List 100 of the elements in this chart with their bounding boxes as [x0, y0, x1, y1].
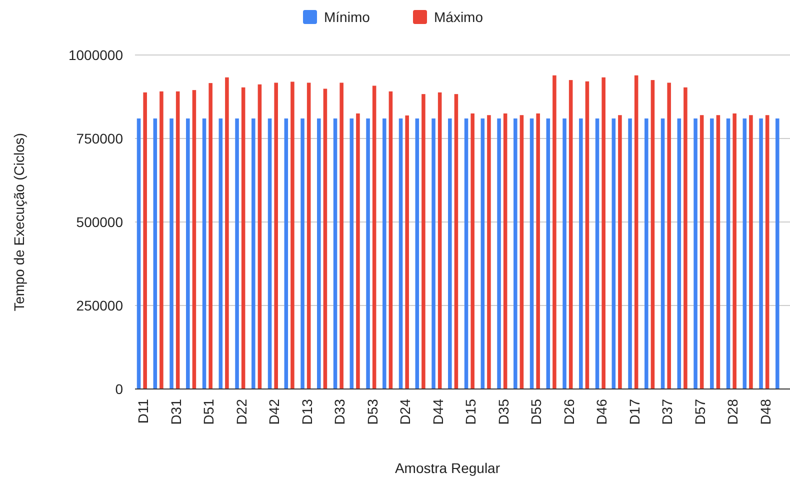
- y-tick-label: 250000: [76, 297, 124, 314]
- bar: [765, 115, 770, 389]
- y-tick-label: 750000: [76, 130, 124, 146]
- bar: [595, 118, 600, 389]
- x-tick-label: D42: [266, 398, 282, 425]
- bar: [333, 118, 338, 389]
- bar: [340, 82, 344, 389]
- x-tick-label: D11: [135, 398, 152, 424]
- bar: [398, 118, 403, 389]
- bar: [306, 82, 311, 389]
- bar: [514, 118, 518, 389]
- bar: [464, 118, 468, 389]
- x-tick-label: D31: [168, 398, 184, 425]
- y-tick-label: 500000: [76, 214, 124, 230]
- bar: [192, 90, 196, 389]
- bar: [694, 118, 698, 389]
- bar: [568, 80, 573, 389]
- bar: [776, 118, 780, 389]
- bar: [136, 118, 141, 389]
- bar: [536, 113, 540, 389]
- bar: [448, 118, 452, 389]
- bar: [241, 87, 246, 389]
- bar: [644, 118, 648, 389]
- x-tick-label: D51: [200, 398, 217, 425]
- bar: [503, 113, 508, 389]
- bar: [356, 113, 360, 389]
- bar: [487, 115, 491, 389]
- bar: [552, 75, 556, 389]
- bar: [667, 82, 671, 389]
- bar: [749, 115, 753, 389]
- bar: [726, 118, 730, 389]
- bar: [684, 87, 688, 389]
- x-tick-label: D17: [626, 398, 642, 425]
- bar: [258, 84, 262, 389]
- bar: [153, 118, 158, 389]
- bar: [612, 118, 616, 389]
- bar: [628, 118, 632, 389]
- bar: [650, 80, 655, 389]
- x-tick-label: D15: [462, 398, 479, 425]
- x-tick-label: D26: [560, 398, 577, 425]
- bar: [176, 91, 180, 389]
- bar: [317, 118, 321, 389]
- x-axis-title: Amostra Regular: [394, 460, 500, 476]
- legend-label: Mínimo: [324, 8, 370, 25]
- x-tick-label: D35: [495, 398, 512, 425]
- bar: [716, 115, 720, 389]
- x-tick-label: D33: [332, 398, 348, 425]
- bar: [438, 92, 442, 389]
- bar: [700, 115, 704, 389]
- bar: [170, 118, 174, 389]
- x-tick-label: D55: [528, 398, 544, 425]
- x-tick-label: D53: [364, 398, 380, 425]
- x-tick-label: D48: [757, 398, 774, 425]
- bar: [634, 75, 638, 389]
- bar: [732, 113, 736, 389]
- bar: [202, 118, 206, 389]
- bar: [520, 115, 524, 389]
- bar: [432, 118, 436, 389]
- bar: [710, 118, 714, 389]
- bar: [268, 118, 272, 389]
- bar: [186, 118, 190, 389]
- x-tick-label: D44: [430, 398, 446, 425]
- bar: [759, 118, 763, 389]
- bar: [470, 113, 474, 389]
- x-tick-label: D13: [298, 398, 315, 425]
- bar: [284, 118, 288, 389]
- bar: [372, 86, 376, 389]
- bar: [579, 118, 583, 389]
- bar: [274, 82, 278, 389]
- bar: [290, 82, 294, 389]
- bar: [218, 118, 223, 389]
- bar: [618, 115, 622, 389]
- bar: [382, 118, 386, 389]
- bar: [405, 115, 409, 389]
- bar: [225, 77, 229, 389]
- bar: [350, 118, 354, 389]
- x-tick-label: D37: [659, 398, 676, 425]
- bar: [366, 118, 370, 389]
- bar: [143, 92, 147, 389]
- bar: [252, 118, 256, 389]
- bar: [454, 94, 458, 389]
- bar: [660, 118, 665, 389]
- bar: [208, 83, 212, 389]
- bar: [585, 81, 590, 389]
- x-tick-label: D28: [724, 398, 741, 425]
- bar: [602, 77, 606, 389]
- bar: [388, 91, 393, 389]
- bar: [235, 118, 239, 389]
- bar: [415, 118, 420, 389]
- x-tick-label: D22: [233, 398, 250, 425]
- bar: [530, 118, 534, 389]
- x-tick-label: D24: [397, 398, 414, 425]
- bar: [160, 91, 164, 389]
- bar: [742, 118, 747, 389]
- bar: [300, 118, 304, 389]
- bar: [323, 88, 328, 389]
- bar: [562, 118, 566, 389]
- y-axis-title: Tempo de Execução (Ciclos): [11, 132, 27, 312]
- bar: [422, 94, 426, 389]
- bar: [677, 118, 682, 389]
